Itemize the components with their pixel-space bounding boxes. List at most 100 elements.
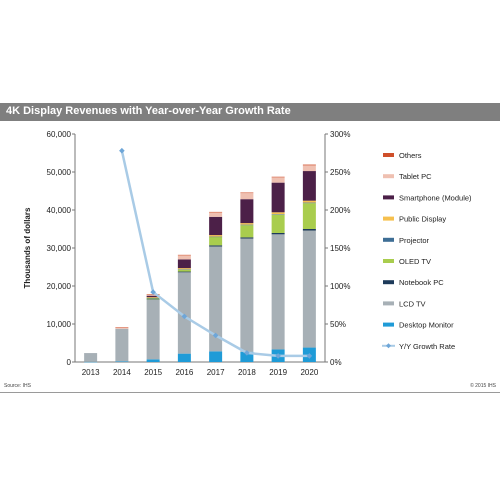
y2-tick-label: 300% (330, 130, 350, 139)
bar-segment (302, 165, 316, 172)
legend-label: Notebook PC (399, 278, 444, 287)
bar-segment (302, 200, 316, 203)
bar-segment (146, 294, 160, 296)
legend-label: Tablet PC (399, 172, 432, 181)
bar-segment (302, 171, 316, 201)
bar-segment (115, 361, 129, 362)
growth-rate-marker (212, 332, 219, 339)
legend-label: LCD TV (399, 299, 426, 308)
bar-segment (209, 246, 223, 352)
bar-segment (271, 234, 285, 350)
y-axis-title: Thousands of dollars (23, 207, 32, 288)
bar-segment (84, 353, 98, 362)
bar-segment (271, 182, 285, 213)
legend-swatch (383, 216, 394, 221)
legend-label: OLED TV (399, 257, 431, 266)
bar-segment (209, 245, 223, 247)
legend-swatch (383, 237, 394, 242)
legend-label: Y/Y Growth Rate (399, 342, 455, 351)
legend-swatch (383, 301, 394, 306)
growth-rate-marker (275, 353, 281, 359)
bar-segment (177, 271, 191, 273)
bar-segment (302, 230, 316, 348)
growth-line-group (119, 147, 313, 359)
bar-segment (302, 164, 316, 166)
y-tick-label: 50,000 (47, 168, 72, 177)
growth-rate-marker (150, 289, 156, 295)
bar-segment (146, 295, 160, 298)
bar-segment (240, 223, 254, 225)
chart-title-bar: 4K Display Revenues with Year-over-Year … (0, 103, 500, 121)
bar-segment (209, 211, 223, 213)
bar-segment (209, 235, 223, 237)
bar-segment (84, 361, 98, 363)
y2-tick-label: 0% (330, 358, 342, 367)
x-tick-label: 2019 (269, 368, 287, 377)
legend-swatch (383, 280, 394, 285)
y-tick-label: 10,000 (47, 320, 72, 329)
bar-segment (240, 193, 254, 200)
bar-segment (209, 216, 223, 236)
x-tick-label: 2018 (238, 368, 256, 377)
legend-label: Public Display (399, 215, 446, 224)
legend-swatch (383, 153, 394, 157)
y-tick-label: 20,000 (47, 282, 72, 291)
bar-segment (240, 351, 254, 362)
x-tick-label: 2014 (113, 368, 131, 377)
legend-swatch (383, 174, 394, 179)
bar-segment (271, 212, 285, 215)
bar-segment (177, 269, 191, 270)
bar-segment (302, 203, 316, 229)
bar-segment (177, 259, 191, 269)
bar-segment (271, 177, 285, 183)
legend-swatch (383, 322, 394, 327)
bar-segment (240, 224, 254, 226)
bar-segment (271, 232, 285, 235)
bar-segment (302, 229, 316, 231)
bar-segment (271, 214, 285, 233)
y-tick-label: 0 (67, 358, 72, 367)
bar-segment (146, 298, 160, 300)
bar-segment (271, 214, 285, 215)
legend-label: Others (399, 151, 422, 160)
y-tick-label: 60,000 (47, 130, 72, 139)
legend-label: Projector (399, 236, 430, 245)
bar-segment (240, 237, 254, 239)
growth-rate-marker (306, 353, 313, 359)
legend-group: Others Tablet PC Smartphone (Module) Public… (382, 151, 472, 351)
y2-tick-label: 200% (330, 206, 350, 215)
bar-segment (209, 236, 223, 238)
bar-segment (177, 255, 191, 260)
bar-segment (240, 238, 254, 352)
source-note: Source: IHS (4, 383, 31, 389)
x-tick-label: 2020 (300, 368, 318, 377)
bar-segment (302, 202, 316, 204)
bar-segment (209, 351, 223, 362)
y2-tick-label: 50% (330, 320, 346, 329)
bar-segment (209, 236, 223, 246)
bar-segment (146, 297, 160, 299)
x-tick-label: 2016 (175, 368, 193, 377)
legend-swatch (383, 259, 394, 263)
legend-line-marker (386, 343, 391, 349)
chart-title: 4K Display Revenues with Year-over-Year … (6, 105, 291, 117)
y-tick-label: 30,000 (47, 244, 72, 253)
bar-segment (115, 327, 129, 329)
bar-segment (115, 327, 129, 328)
x-tick-label: 2013 (82, 368, 100, 377)
bar-segment (177, 269, 191, 272)
growth-rate-marker (119, 147, 125, 154)
y-tick-label: 40,000 (47, 206, 72, 215)
legend-label: Smartphone (Module) (399, 193, 472, 202)
bar-segment (209, 212, 223, 217)
legend-label: Desktop Monitor (399, 321, 454, 330)
bar-segment (146, 297, 160, 298)
bar-segment (115, 328, 129, 362)
y2-tick-label: 150% (330, 244, 350, 253)
legend-swatch (383, 195, 394, 200)
bar-segment (177, 353, 191, 362)
bar-segment (240, 199, 254, 224)
bar-segment (240, 225, 254, 238)
bar-segment (177, 268, 191, 270)
